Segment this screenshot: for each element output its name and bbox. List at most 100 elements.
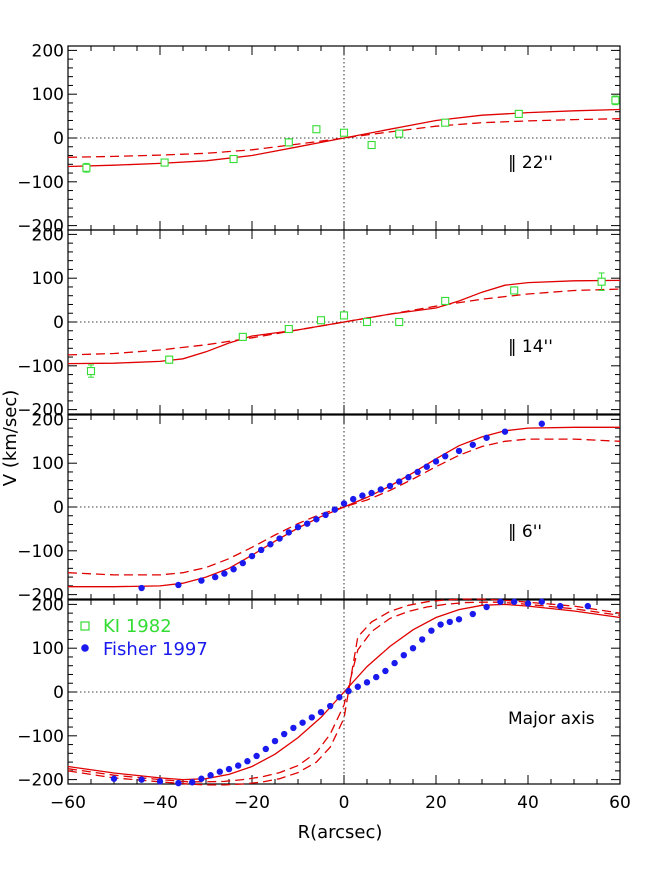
y-tick-label: 0: [53, 683, 64, 703]
fisher-data-point: [212, 573, 219, 581]
ki-marker: [510, 286, 519, 295]
ki-marker: [597, 277, 606, 286]
ki-data-point: [362, 317, 372, 327]
y-tick-label: 0: [53, 498, 64, 518]
fisher-data-point: [322, 511, 329, 519]
fisher-data-point: [225, 765, 233, 773]
panel-4: −200 −100 0 100 200 Major axis: [17, 595, 621, 791]
panel-label: ‖ 14'': [508, 337, 553, 357]
ki-data-point: [284, 138, 293, 147]
fisher-data-point: [414, 468, 421, 476]
ki-marker: [316, 316, 326, 325]
fisher-data-point: [557, 602, 564, 610]
x-axis-label: R(arcsec): [298, 822, 383, 843]
fisher-data-point: [271, 737, 279, 745]
ki-data-point: [312, 125, 321, 134]
ki-marker: [441, 118, 450, 127]
y-tick-label: −200: [17, 217, 64, 237]
panel-label: ‖ 6'': [508, 522, 542, 542]
ki-marker: [284, 324, 293, 334]
model-curve-solid: [67, 108, 621, 168]
ki-data-point: [238, 332, 247, 341]
ki-data-point: [284, 324, 293, 334]
x-tick-label: 40: [517, 793, 539, 813]
ki-data-point: [441, 118, 450, 127]
y-tick-label: 0: [53, 313, 64, 333]
model-curve-solid: [68, 426, 620, 588]
fisher-data-point: [511, 598, 518, 605]
fisher-data-point: [189, 779, 196, 786]
ki-data-point: [514, 109, 523, 118]
ki-marker: [395, 129, 404, 138]
fisher-data-point: [285, 529, 292, 536]
x-tick-label: 20: [425, 793, 447, 813]
ki-data-point: [339, 311, 349, 320]
fisher-data-point: [386, 482, 394, 490]
y-tick-label: −100: [17, 173, 64, 193]
fisher-data-point: [304, 520, 311, 527]
ki-marker: [165, 355, 174, 364]
ki-data-point: [316, 316, 326, 325]
ki-data-point: [160, 158, 169, 167]
ki-data-point: [395, 317, 404, 327]
ki-data-point: [395, 129, 404, 138]
ki-marker: [395, 317, 404, 327]
fisher-data-point: [110, 775, 118, 782]
legend-ki-marker: [80, 621, 90, 631]
fisher-data-point: [244, 758, 251, 765]
fisher-data-point: [396, 478, 403, 485]
y-tick-label: −100: [17, 542, 64, 562]
ki-marker: [229, 154, 238, 164]
ki-marker: [284, 138, 293, 147]
ki-data-point: [611, 95, 620, 106]
fisher-data-point: [156, 778, 164, 785]
legend-fisher-marker: [81, 644, 89, 652]
ki-marker: [238, 332, 247, 341]
fisher-data-point: [483, 603, 490, 611]
fisher-data-point: [428, 627, 435, 634]
ki-marker: [312, 125, 321, 134]
fisher-data-point: [331, 506, 338, 513]
fisher-data-point: [175, 581, 182, 589]
fisher-data-point: [313, 516, 320, 523]
fisher-data-point: [138, 584, 145, 592]
fisher-data-point: [359, 492, 366, 499]
fisher-data-point: [368, 489, 375, 497]
y-tick-label: 100: [32, 454, 64, 474]
fisher-data-point: [175, 779, 182, 787]
fisher-data-point: [423, 463, 430, 470]
y-tick-label: 100: [32, 85, 64, 105]
fisher-data-point: [483, 434, 490, 441]
fisher-data-point: [221, 570, 228, 577]
fisher-data-point: [198, 775, 205, 782]
panel-label: Major axis: [508, 709, 595, 729]
fisher-data-point: [239, 559, 246, 567]
ki-data-point: [441, 296, 450, 306]
panel-3: −200 −100 0 100 200 ‖ 6'': [17, 410, 621, 606]
ki-marker: [339, 311, 349, 320]
ki-marker: [86, 367, 96, 376]
fisher-data-point: [207, 772, 214, 779]
fisher-data-point: [409, 644, 417, 652]
fisher-data-point: [419, 636, 426, 643]
fisher-data-point: [538, 598, 545, 605]
fisher-data-point: [469, 441, 476, 448]
y-tick-label: 200: [32, 595, 64, 615]
fisher-data-point: [497, 598, 504, 605]
fisher-data-point: [258, 546, 265, 554]
ki-marker: [82, 163, 91, 172]
model-curve-dashed: [67, 438, 621, 576]
ki-data-point: [86, 364, 96, 378]
ki-data-point: [510, 286, 519, 295]
fisher-data-point: [437, 621, 444, 628]
ki-marker: [160, 158, 169, 167]
fisher-data-point: [276, 535, 283, 542]
y-axis-label: V (km/sec): [0, 390, 21, 486]
fisher-data-point: [262, 745, 269, 753]
fisher-data-point: [446, 618, 453, 626]
fisher-data-point: [382, 667, 389, 675]
legend-ki-label: KI 1982: [103, 616, 172, 637]
